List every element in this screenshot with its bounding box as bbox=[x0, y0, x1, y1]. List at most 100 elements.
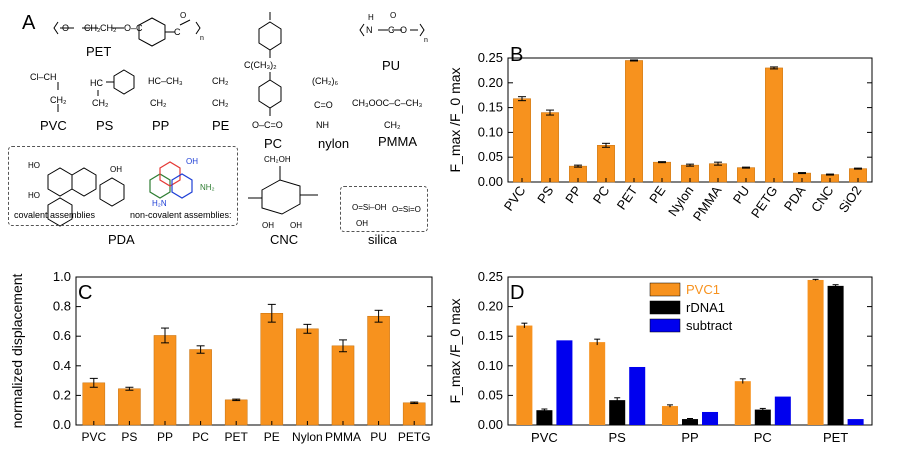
label-covalent: covalent assemblies bbox=[14, 210, 96, 220]
pda-nh2: NH₂ bbox=[200, 183, 215, 192]
legend-swatch bbox=[649, 282, 681, 297]
pu-o: O bbox=[400, 25, 407, 35]
bar bbox=[625, 60, 643, 183]
ps-ch2: CH₂ bbox=[92, 98, 109, 108]
label-pc: PC bbox=[264, 136, 283, 151]
cnc-oh2: OH bbox=[290, 221, 302, 230]
bar bbox=[260, 313, 284, 426]
label-pp: PP bbox=[152, 118, 170, 133]
panel-letter-d: D bbox=[510, 282, 525, 304]
pda-oh1: OH bbox=[110, 165, 122, 174]
cnc-oh1: OH bbox=[262, 221, 274, 230]
x-tick-label: PP bbox=[157, 430, 173, 444]
ps-structure bbox=[97, 69, 135, 96]
y-axis-label: F_max /F_0 max bbox=[447, 67, 463, 172]
bar-rdna1 bbox=[754, 409, 771, 425]
bar bbox=[331, 345, 355, 426]
x-tick-label: PMMA bbox=[690, 183, 725, 224]
x-tick-label: PP bbox=[562, 183, 584, 206]
bar-subtract bbox=[847, 419, 864, 425]
x-tick-label: PC bbox=[590, 183, 613, 206]
bar-rdna1 bbox=[536, 410, 553, 425]
x-tick-label: PET bbox=[614, 183, 641, 212]
x-tick-label: PVC bbox=[501, 183, 529, 214]
silica-frag2: O=Si=O bbox=[392, 205, 421, 214]
silica-frag1b: OH bbox=[356, 219, 368, 228]
panel-letter-c: C bbox=[78, 282, 93, 304]
bar bbox=[82, 382, 106, 426]
y-tick-label: 0.0 bbox=[53, 417, 71, 432]
pu-n: N bbox=[366, 25, 373, 35]
ps-hc: HC bbox=[90, 78, 103, 88]
y-tick-label: 0.6 bbox=[53, 328, 71, 343]
pda-box bbox=[8, 146, 238, 226]
legend-swatch bbox=[649, 318, 681, 333]
panel-letter-a: A bbox=[22, 12, 36, 34]
bar bbox=[118, 388, 141, 426]
plot-frame bbox=[75, 276, 433, 426]
bar-pvc1 bbox=[661, 406, 678, 425]
y-tick-label: 0.20 bbox=[478, 299, 503, 314]
pe-ch2a: CH₂ bbox=[212, 76, 229, 86]
pet-structure bbox=[53, 17, 201, 47]
pp-hc: HC–CH₃ bbox=[148, 76, 183, 86]
pvc-cl: Cl–CH bbox=[30, 72, 57, 82]
pda-oh-blue: OH bbox=[186, 157, 198, 166]
pet-oc: O–C bbox=[124, 23, 143, 33]
pvc-ch2: CH₂ bbox=[50, 95, 67, 105]
pda-h2n: H₂N bbox=[152, 199, 167, 208]
x-tick-label: PP bbox=[681, 430, 698, 445]
label-pmma: PMMA bbox=[378, 134, 417, 149]
label-pu: PU bbox=[382, 58, 401, 73]
y-tick-label: 0.2 bbox=[53, 387, 71, 402]
x-tick-label: SiO2 bbox=[836, 183, 865, 215]
pet-o: O bbox=[62, 23, 69, 33]
x-tick-label: PET bbox=[225, 430, 249, 444]
x-tick-label: PET bbox=[823, 430, 848, 445]
pc-top: C(CH₃)₂ bbox=[244, 60, 277, 70]
bar bbox=[367, 315, 390, 426]
pda-ho2: HO bbox=[28, 191, 40, 200]
bar-pvc1 bbox=[516, 325, 533, 425]
y-tick-label: 0.8 bbox=[53, 299, 71, 314]
x-tick-label: PC bbox=[192, 430, 209, 444]
x-tick-label: PS bbox=[534, 183, 556, 206]
label-pet: PET bbox=[86, 44, 112, 59]
x-tick-label: PDA bbox=[781, 183, 809, 214]
y-tick-label: 0.05 bbox=[478, 387, 503, 402]
chart-d: 0.00 0.05 0.10 0.15 0.20 0.25 PVC PS PP PC PET F_ma… bbox=[447, 269, 873, 445]
y-tick-label: 0.00 bbox=[478, 417, 503, 432]
legend-label: rDNA1 bbox=[686, 300, 725, 315]
y-tick-label: 0.25 bbox=[478, 50, 503, 65]
nylon-co: C=O bbox=[314, 100, 333, 110]
pu-n-sub: n bbox=[424, 37, 428, 44]
pc-structure bbox=[258, 12, 282, 116]
label-nylon: nylon bbox=[318, 136, 350, 151]
pet-n: n bbox=[200, 35, 204, 42]
x-tick-label: PC bbox=[754, 430, 772, 445]
plot-frame bbox=[507, 57, 873, 183]
pda-covalent-structure bbox=[47, 167, 125, 227]
y-tick-label: 0.15 bbox=[478, 328, 503, 343]
y-axis-label: F_max /F_0 max bbox=[447, 298, 463, 403]
y-tick-label: 0.10 bbox=[478, 124, 503, 139]
x-tick-label: CNC bbox=[808, 183, 836, 215]
silica-box bbox=[340, 186, 428, 232]
bar bbox=[296, 328, 319, 426]
bar-subtract bbox=[702, 411, 719, 425]
x-tick-label: PETG bbox=[748, 183, 781, 221]
cnc-structure bbox=[248, 166, 318, 215]
x-tick-label: PVC bbox=[81, 430, 106, 444]
pu-c: C bbox=[388, 25, 395, 35]
nylon-nh: NH bbox=[316, 120, 329, 130]
bar bbox=[153, 335, 177, 426]
pet-ch2b: CH₂ bbox=[100, 23, 117, 33]
legend-label: subtract bbox=[686, 318, 733, 333]
x-tick-label: PS bbox=[609, 430, 627, 445]
x-tick-label: PETG bbox=[398, 430, 431, 444]
y-tick-label: 0.10 bbox=[478, 358, 503, 373]
pu-h: H bbox=[368, 13, 374, 22]
bar-rdna1 bbox=[827, 285, 844, 425]
pet-c: C bbox=[174, 27, 181, 37]
